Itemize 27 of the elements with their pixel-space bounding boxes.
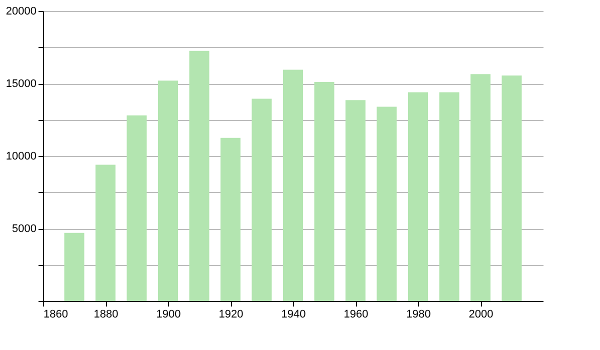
- x-tick-label: 1880: [94, 308, 118, 320]
- bar: [346, 100, 366, 301]
- bar: [158, 80, 178, 301]
- x-tick-label: 1940: [281, 308, 306, 320]
- bar: [64, 232, 84, 301]
- bar: [220, 138, 240, 301]
- bar: [502, 76, 522, 301]
- bar: [408, 92, 428, 301]
- y-tick-label: 5000: [12, 223, 36, 235]
- bar: [189, 50, 210, 301]
- bar: [252, 98, 272, 301]
- y-tick-label: 20000: [6, 6, 36, 18]
- bar: [283, 70, 303, 301]
- x-tick-label: 1920: [218, 308, 244, 320]
- y-tick-label: 10000: [6, 150, 36, 162]
- bar: [96, 164, 116, 301]
- bar: [470, 74, 490, 301]
- bar: [314, 82, 334, 301]
- y-tick-label: 15000: [6, 78, 36, 90]
- x-tick-label: 1860: [44, 308, 68, 320]
- x-tick-label: 1900: [156, 308, 181, 320]
- bar: [376, 106, 397, 301]
- x-tick-label: 1980: [406, 308, 431, 320]
- bar: [126, 115, 147, 301]
- x-tick-label: 2000: [468, 308, 494, 320]
- bar: [439, 92, 460, 301]
- x-tick-label: 1960: [344, 308, 368, 320]
